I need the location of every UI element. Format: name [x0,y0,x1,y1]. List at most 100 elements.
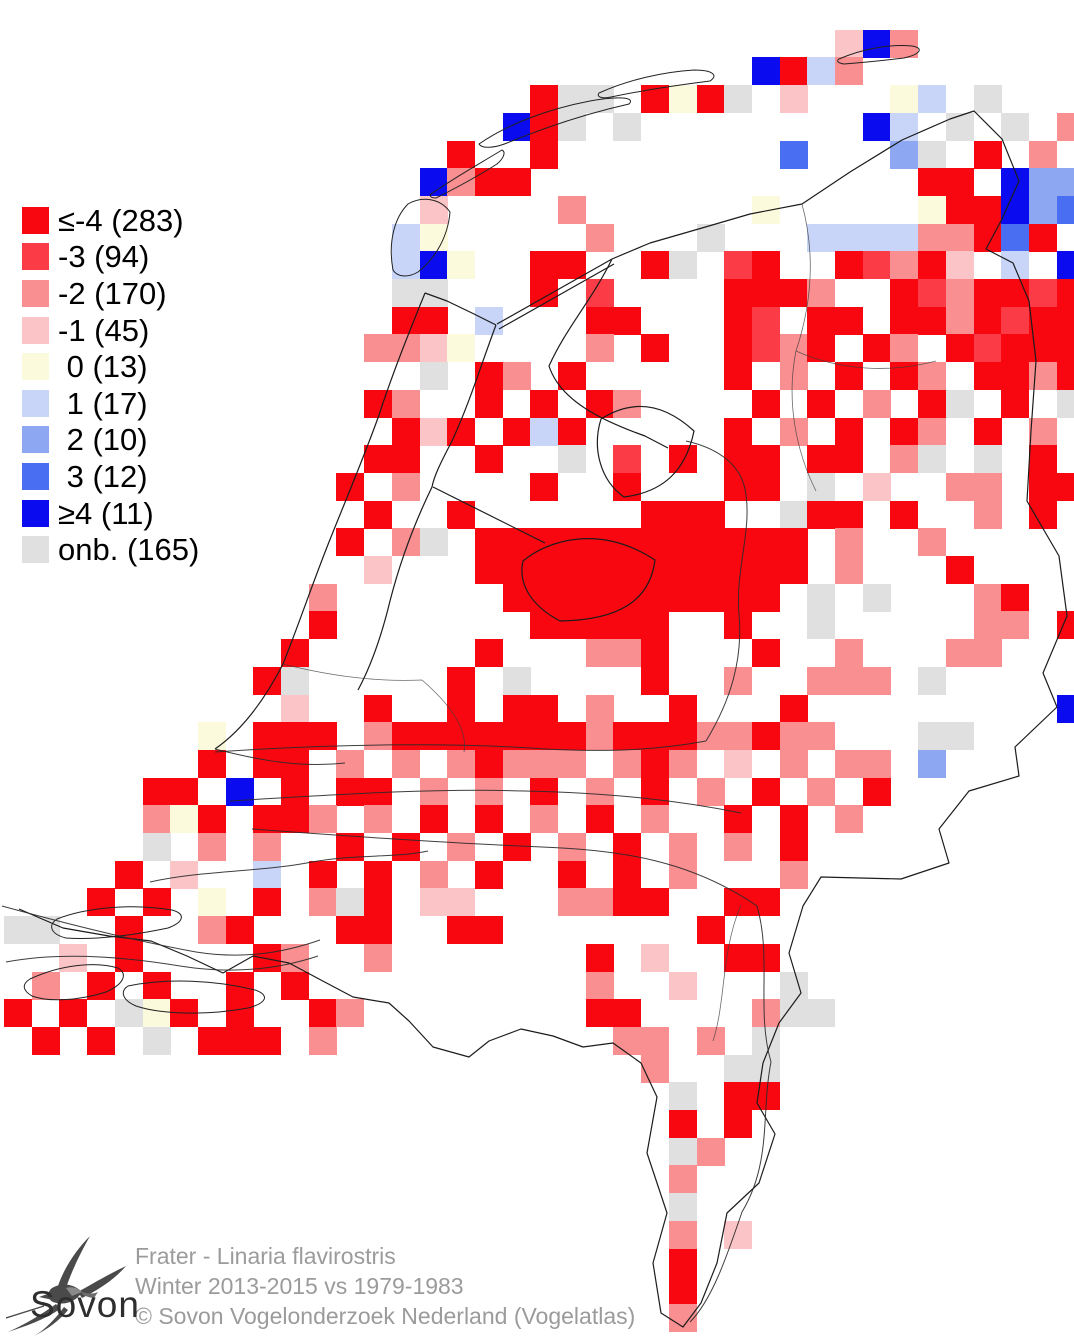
grid-cell [668,1303,697,1332]
grid-cell [696,85,725,114]
grid-cell [114,916,143,945]
grid-cell [419,362,448,391]
grid-cell [668,971,697,1000]
legend-item: 1 (17) [22,385,199,422]
grid-cell [502,833,531,862]
grid-cell [281,694,310,723]
grid-cell [973,445,1002,474]
grid-cell [419,306,448,335]
grid-cell [918,389,947,418]
grid-cell [724,722,753,751]
grid-cell [807,472,836,501]
grid-cell [613,1026,642,1055]
grid-cell [918,445,947,474]
grid-cell [336,916,365,945]
grid-cell [779,500,808,529]
grid-cell [945,389,974,418]
grid-cell [530,85,559,114]
grid-cell [751,943,780,972]
grid-cell [530,611,559,640]
grid-cell [225,971,254,1000]
grid-cell [918,140,947,169]
grid-cell [502,583,531,612]
grid-cell [751,251,780,280]
grid-cell [170,777,199,806]
grid-cell [696,583,725,612]
grid-cell [530,749,559,778]
grid-cell [31,971,60,1000]
grid-cell [668,722,697,751]
grid-cell [779,694,808,723]
grid-cell [918,279,947,308]
grid-cell [530,389,559,418]
grid-cell [114,860,143,889]
grid-cell [281,943,310,972]
grid-cell [391,445,420,474]
grid-cell [835,528,864,557]
grid-cell [751,556,780,585]
grid-cell [225,1026,254,1055]
period-label: Winter 2013-2015 vs 1979-1983 [135,1273,464,1299]
grid-cell [530,140,559,169]
grid-cell [474,362,503,391]
legend-label: ≥4 (11) [58,495,154,531]
legend-swatch-5 [22,353,49,381]
grid-cell [585,999,614,1028]
grid-cell [613,472,642,501]
grid-cell [641,805,670,834]
grid-cell [751,528,780,557]
grid-cell [668,583,697,612]
grid-cell [530,528,559,557]
grid-cell [945,112,974,141]
grid-cell [918,528,947,557]
grid-cell [696,223,725,252]
grid-cell [391,472,420,501]
grid-cell [668,860,697,889]
grid-cell [668,1137,697,1166]
grid-cell [668,833,697,862]
grid-cell [918,417,947,446]
grid-cell [585,556,614,585]
grid-cell [253,860,282,889]
grid-cell [336,749,365,778]
legend-label: -3 (94) [58,239,150,275]
grid-cell [281,777,310,806]
grid-cell [447,334,476,363]
grid-cell [530,583,559,612]
grid-cell [1001,611,1030,640]
grid-cell [641,943,670,972]
grid-cell [751,472,780,501]
grid-cell [1028,306,1057,335]
grid-cell [253,749,282,778]
grid-cell [585,334,614,363]
grid-cell [751,389,780,418]
grid-cell [447,694,476,723]
grid-cell [1056,195,1074,224]
grid-cell [1001,583,1030,612]
grid-cell [724,943,753,972]
grid-cell [391,334,420,363]
grid-cell [973,279,1002,308]
grid-cell [641,1054,670,1083]
grid-cell [474,556,503,585]
grid-cell [1001,334,1030,363]
grid-cell [1056,611,1074,640]
grid-cell [281,722,310,751]
grid-cell [419,279,448,308]
grid-cell [585,85,614,114]
grid-cell [668,749,697,778]
grid-cell [308,583,337,612]
grid-cell [585,279,614,308]
grid-cell [641,528,670,557]
legend-item: 0 (13) [22,348,199,385]
grid-cell [945,279,974,308]
legend-swatch-8 [22,462,49,490]
grid-cell [558,722,587,751]
grid-cell [724,1110,753,1139]
grid-cell [447,888,476,917]
sovon-logo-text: Sovon [30,1284,140,1325]
grid-cell [558,611,587,640]
grid-cell [558,888,587,917]
grid-cell [585,888,614,917]
